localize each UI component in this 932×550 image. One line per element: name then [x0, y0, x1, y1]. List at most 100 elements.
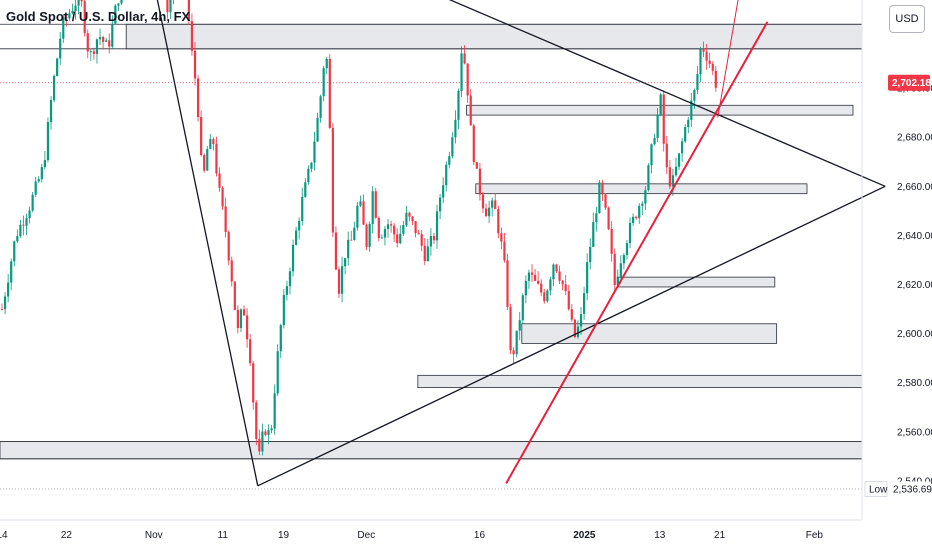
candle — [432, 233, 436, 245]
zone-box-5[interactable] — [618, 276, 776, 288]
candle — [203, 153, 206, 173]
symbol-title[interactable]: Gold Spot / U.S. Dollar, 4h, FX — [6, 9, 191, 24]
price-value-box — [890, 481, 930, 497]
candle — [347, 231, 350, 266]
zone-box-1[interactable] — [125, 23, 863, 50]
candle — [595, 206, 598, 232]
candle — [454, 110, 457, 144]
trendline-1[interactable] — [129, 0, 886, 187]
candle — [307, 165, 310, 185]
candle — [221, 186, 224, 210]
candle — [43, 151, 46, 170]
candle — [74, 0, 77, 20]
candles-layer — [0, 0, 717, 456]
candle — [359, 195, 362, 208]
candle — [49, 96, 53, 130]
candle — [52, 74, 56, 103]
candle — [693, 88, 696, 109]
x-tick-label: 21 — [714, 530, 726, 541]
candle — [414, 221, 417, 238]
candle — [59, 31, 62, 65]
candle — [442, 177, 445, 204]
y-tick-label: 2,620.00 — [897, 280, 932, 291]
candle — [344, 258, 347, 275]
candle — [506, 253, 509, 311]
candle — [7, 273, 10, 303]
candle — [607, 206, 610, 231]
candle — [83, 0, 86, 37]
currency-button[interactable]: USD — [889, 5, 925, 33]
candle — [426, 238, 429, 262]
zone-box-2[interactable] — [0, 441, 863, 460]
candle — [242, 305, 246, 316]
candle — [173, 0, 174, 5]
candle — [555, 263, 558, 273]
x-tick-label: 19 — [278, 530, 290, 541]
time-axis[interactable]: 14 22 Nov 11 19 Dec 16 2025 13 21 Feb — [0, 530, 823, 541]
x-tick-label: 2025 — [573, 530, 596, 541]
candle — [518, 312, 521, 341]
candle — [236, 305, 239, 334]
candle — [653, 133, 656, 146]
candle — [604, 193, 607, 210]
candle — [463, 45, 466, 65]
candle — [3, 292, 7, 315]
candle — [622, 253, 626, 270]
candle — [650, 143, 653, 174]
candle — [13, 240, 16, 267]
candle — [448, 151, 451, 169]
candle — [362, 194, 365, 225]
candle — [264, 429, 267, 437]
projection-arrow[interactable] — [717, 0, 761, 118]
candle — [270, 425, 273, 434]
candle — [114, 3, 117, 25]
candle — [515, 330, 518, 358]
candle — [28, 206, 31, 224]
y-tick-label: 2,560.00 — [897, 427, 932, 438]
candle — [561, 280, 564, 291]
candle — [279, 323, 282, 359]
candle — [16, 229, 19, 243]
y-tick-label: 2,680.00 — [897, 133, 932, 144]
candle — [80, 0, 83, 7]
candle — [325, 56, 328, 74]
candle — [711, 61, 714, 76]
candle — [696, 66, 699, 95]
candle — [273, 384, 276, 435]
candle — [589, 238, 592, 270]
candle — [570, 304, 573, 323]
candle — [638, 203, 641, 224]
trendline-2[interactable] — [257, 185, 886, 487]
candle — [705, 44, 708, 70]
candle — [386, 219, 390, 238]
candle — [209, 134, 212, 150]
candle — [239, 308, 243, 333]
trendline-3[interactable] — [505, 21, 769, 484]
trendline-0[interactable] — [129, 0, 259, 486]
x-tick-label: 14 — [0, 530, 8, 541]
candle — [662, 90, 665, 152]
candle — [466, 63, 469, 103]
zone-box-6[interactable] — [521, 323, 778, 344]
x-tick-label: 16 — [474, 530, 486, 541]
candle — [512, 347, 515, 364]
price-axis[interactable]: 2,540.002,560.002,580.002,600.002,620.00… — [897, 84, 932, 488]
candle — [56, 57, 59, 77]
candle — [543, 288, 546, 304]
candle — [435, 204, 439, 249]
zone-box-4[interactable] — [475, 183, 808, 195]
candle — [285, 280, 289, 301]
candle — [610, 221, 613, 262]
candle — [659, 92, 662, 117]
x-tick-label: Nov — [145, 530, 163, 541]
candle — [40, 163, 43, 183]
candle — [460, 46, 463, 98]
candle — [380, 234, 383, 240]
candle — [71, 3, 74, 15]
candle — [37, 175, 40, 183]
candle — [478, 163, 482, 201]
price-value: 2,536.69 — [893, 485, 932, 496]
candle — [601, 179, 604, 201]
